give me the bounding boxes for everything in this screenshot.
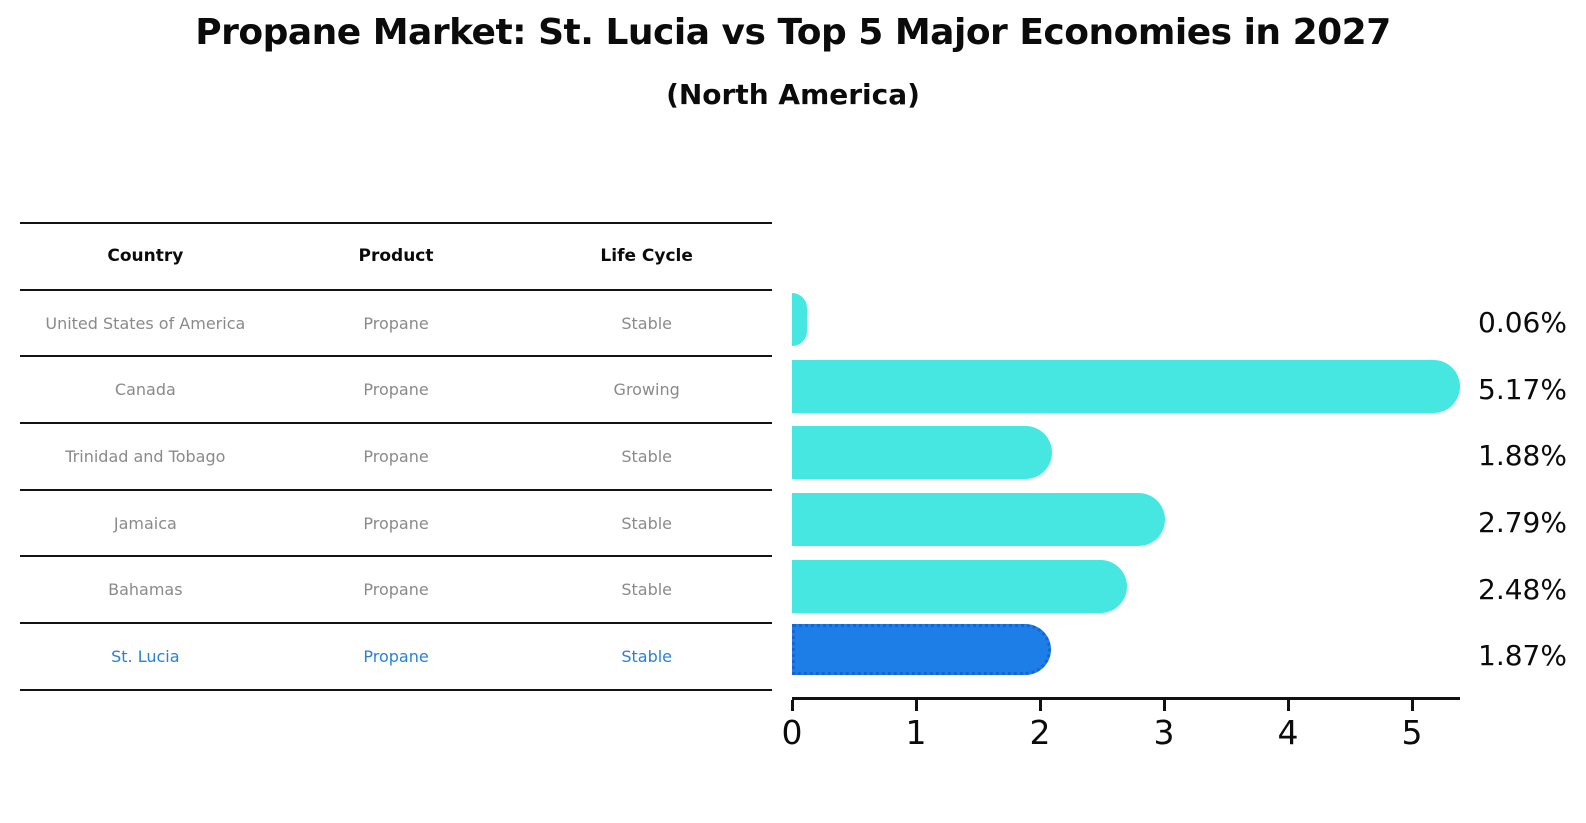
life-cycle-cell: Growing: [613, 380, 680, 400]
table-row: United States of America Propane Stable: [20, 291, 772, 358]
column-header-country: Country: [107, 246, 184, 267]
value-label: 1.87%: [1478, 639, 1567, 673]
bar-jamaica: [792, 493, 1165, 547]
value-label: 0.06%: [1478, 305, 1567, 339]
life-cycle-cell: Stable: [621, 513, 673, 533]
country-cell: Trinidad and Tobago: [65, 446, 226, 466]
table-row: Bahamas Propane Stable: [20, 557, 772, 625]
bar-row: [792, 422, 1460, 489]
tick-label: 0: [781, 713, 803, 752]
bar-st-lucia: [792, 624, 1051, 676]
country-cell: Jamaica: [113, 513, 177, 533]
bar-row: [792, 622, 1460, 689]
product-cell: Propane: [363, 380, 429, 400]
bar-united-states: [792, 293, 807, 346]
tick-label: 4: [1277, 713, 1299, 752]
tick-label: 1: [905, 713, 927, 752]
column-header-product: Product: [358, 246, 434, 267]
country-cell: United States of America: [45, 313, 246, 333]
country-cell: Bahamas: [108, 580, 183, 600]
tick-mark: [914, 700, 918, 711]
bar-canada: [792, 359, 1461, 413]
tick-label: 2: [1029, 713, 1051, 752]
product-cell: Propane: [363, 646, 429, 666]
bar-row: [792, 489, 1460, 556]
product-cell: Propane: [363, 313, 429, 333]
table-row-st-lucia: St. Lucia Propane Stable: [20, 624, 772, 691]
bar-trinidad-and-tobago: [792, 426, 1053, 480]
life-cycle-cell: Stable: [621, 580, 673, 600]
tick-mark: [1162, 700, 1166, 711]
bar-bahamas: [792, 559, 1127, 613]
bar-row: [792, 356, 1461, 423]
tick-label: 5: [1401, 713, 1423, 752]
x-axis: 0 1 2 3 4 5: [782, 697, 1460, 752]
table-row: Jamaica Propane Stable: [20, 491, 772, 558]
life-cycle-cell: Stable: [621, 313, 673, 333]
table-row: Canada Propane Growing: [20, 357, 772, 425]
table-row: Trinidad and Tobago Propane Stable: [20, 424, 772, 491]
value-label: 2.79%: [1478, 505, 1567, 539]
value-label: 1.88%: [1478, 439, 1567, 473]
tick-mark: [790, 700, 794, 711]
value-label: 2.48%: [1478, 572, 1567, 606]
value-label: 5.17%: [1478, 372, 1567, 406]
life-cycle-cell: Stable: [621, 646, 673, 666]
bar-row: [792, 556, 1460, 623]
bar-row: [792, 289, 1460, 356]
tick-mark: [1038, 700, 1042, 711]
column-header-life-cycle: Life Cycle: [600, 246, 693, 267]
value-labels: 0.06% 5.17% 1.88% 2.79% 2.48% 1.87%: [1478, 289, 1586, 689]
tick-label: 3: [1153, 713, 1175, 752]
bar-plot: [792, 289, 1461, 689]
product-cell: Propane: [363, 513, 429, 533]
life-cycle-cell: Stable: [621, 446, 673, 466]
table-header-row: Country Product Life Cycle: [20, 224, 772, 291]
tick-mark: [1286, 700, 1290, 711]
product-cell: Propane: [363, 580, 429, 600]
chart-subtitle: (North America): [666, 78, 920, 111]
country-table: Country Product Life Cycle United States…: [20, 222, 772, 691]
country-cell: Canada: [114, 380, 176, 400]
tick-mark: [1410, 700, 1414, 711]
product-cell: Propane: [363, 446, 429, 466]
country-cell: St. Lucia: [111, 646, 180, 666]
chart-title: Propane Market: St. Lucia vs Top 5 Major…: [195, 12, 1391, 53]
